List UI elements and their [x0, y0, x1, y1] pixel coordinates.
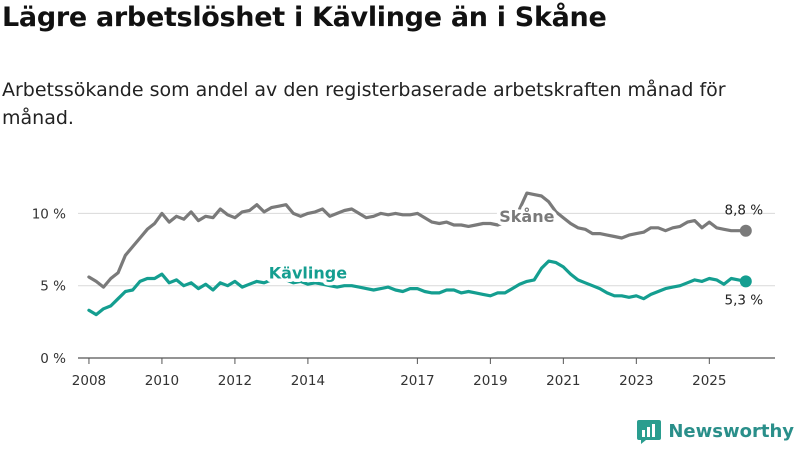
y-tick-label: 0 % [40, 351, 66, 367]
x-tick-label: 2010 [145, 373, 179, 389]
x-tick-label: 2023 [619, 373, 653, 389]
x-tick-label: 2008 [72, 373, 106, 389]
y-tick-label: 10 % [32, 206, 66, 222]
x-tick-label: 2021 [546, 373, 580, 389]
x-tick-label: 2012 [218, 373, 252, 389]
end-value-label-kavlinge: 5,3 % [725, 292, 764, 308]
series-line-kavlinge [87, 259, 748, 317]
series-lines [87, 191, 752, 317]
x-axis-ticks: 2008 2010 2012 2014 2017 2019 2021 2023 2025 [72, 358, 726, 389]
series-label-halo-skane: Skåne [499, 207, 554, 226]
brand-name: Newsworthy [668, 420, 794, 442]
series-line-skane [87, 191, 748, 289]
series-label-halo-kavlinge: Kävlinge [269, 263, 347, 282]
end-point-kavlinge [739, 275, 752, 288]
x-tick-label: 2017 [400, 373, 434, 389]
series-label-skane: Skåne [499, 207, 554, 226]
x-tick-label: 2019 [473, 373, 507, 389]
y-tick-label: 5 % [40, 279, 66, 295]
x-tick-label: 2025 [692, 373, 726, 389]
end-value-label-skane: 8,8 % [725, 203, 764, 219]
newsworthy-logo: Newsworthy [636, 418, 794, 444]
series-label-kavlinge: Kävlinge [269, 263, 347, 282]
y-axis-ticks: 0 % 5 % 10 % [32, 206, 66, 367]
chart-title: Lägre arbetslöshet i Kävlinge än i Skåne [2, 2, 607, 33]
chart-subtitle: Arbetssökande som andel av den registerb… [2, 79, 726, 129]
end-point-skane [739, 224, 752, 237]
x-tick-label: 2014 [291, 373, 325, 389]
newsworthy-logo-icon [637, 420, 662, 444]
